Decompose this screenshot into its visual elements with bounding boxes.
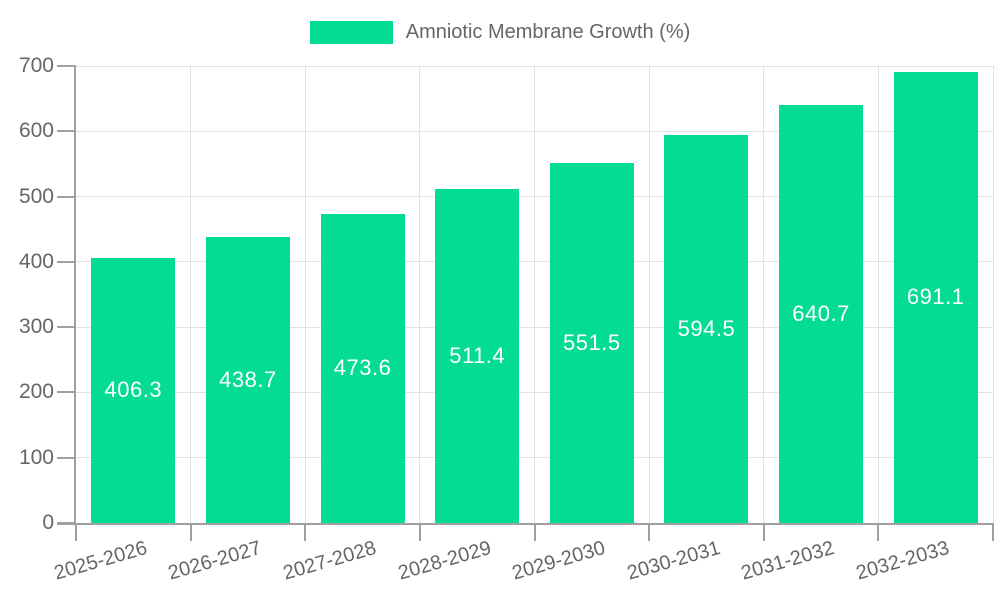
y-axis-tick (57, 65, 76, 67)
gridline-vertical (648, 66, 650, 523)
x-axis-tick (418, 523, 421, 541)
bar[interactable]: 640.7 (779, 104, 864, 523)
x-axis-tick-label: 2029-2030 (509, 537, 608, 585)
bar[interactable]: 438.7 (205, 236, 290, 523)
gridline-vertical (992, 66, 994, 523)
y-axis-tick (57, 391, 76, 394)
x-axis-tick (304, 523, 307, 541)
bar-value-label: 594.5 (677, 315, 736, 341)
x-axis-tick (762, 523, 765, 541)
y-axis-tick (57, 130, 76, 133)
x-axis-tick-label: 2025-2026 (51, 537, 150, 585)
legend[interactable]: Amniotic Membrane Growth (%) (0, 17, 1000, 47)
x-axis-tick-label: 2032-2033 (853, 537, 952, 585)
bar-value-label: 640.7 (792, 300, 850, 326)
gridline-vertical (304, 66, 306, 523)
y-axis-tick-label: 700 (18, 54, 54, 77)
y-axis-tick-label: 400 (18, 249, 54, 273)
x-axis-tick-label: 2031-2032 (739, 537, 838, 585)
x-axis-tick-label: 2030-2031 (624, 537, 723, 585)
y-axis-tick (57, 456, 76, 459)
bar-value-label: 551.5 (563, 329, 621, 355)
gridline-vertical (763, 66, 765, 523)
gridline-vertical (877, 66, 879, 523)
bar[interactable]: 473.6 (320, 213, 405, 523)
bar[interactable]: 406.3 (91, 257, 176, 523)
x-axis-tick (877, 523, 880, 541)
x-axis-tick-label: 2028-2029 (395, 537, 494, 585)
y-axis-tick-label: 200 (18, 380, 54, 404)
y-axis-tick-label: 100 (18, 445, 54, 469)
x-axis-line (57, 523, 993, 525)
y-axis-tick (57, 326, 76, 329)
y-axis-tick (57, 260, 76, 263)
x-axis-tick (533, 523, 536, 541)
bar-value-label: 438.7 (219, 366, 277, 392)
x-axis-tick (75, 523, 77, 541)
bar-value-label: 473.6 (333, 355, 392, 381)
y-axis-line (74, 66, 76, 523)
legend-swatch-icon (309, 20, 393, 44)
bar-value-label: 691.1 (906, 284, 965, 310)
bar[interactable]: 691.1 (893, 71, 978, 523)
y-axis-tick-label: 600 (18, 119, 54, 143)
y-axis-tick-label: 300 (18, 315, 54, 339)
gridline-vertical (419, 66, 421, 523)
y-axis-tick-label: 500 (18, 184, 54, 208)
x-axis-tick (648, 523, 651, 541)
y-axis-tick (57, 195, 76, 198)
bar-value-label: 406.3 (104, 377, 163, 403)
legend-label: Amniotic Membrane Growth (%) (405, 21, 691, 43)
x-axis-tick-label: 2027-2028 (280, 537, 379, 585)
gridline-horizontal (76, 65, 993, 67)
bar[interactable]: 551.5 (549, 162, 634, 523)
bar[interactable]: 594.5 (664, 134, 749, 523)
x-axis-tick (992, 523, 994, 541)
bar[interactable]: 511.4 (435, 189, 520, 523)
bar-value-label: 511.4 (449, 343, 506, 369)
x-axis-tick (189, 523, 192, 541)
x-axis-tick-label: 2026-2027 (165, 537, 265, 585)
y-axis-tick-label: 0 (42, 511, 54, 534)
gridline-vertical (534, 66, 535, 523)
gridline-vertical (190, 66, 192, 523)
